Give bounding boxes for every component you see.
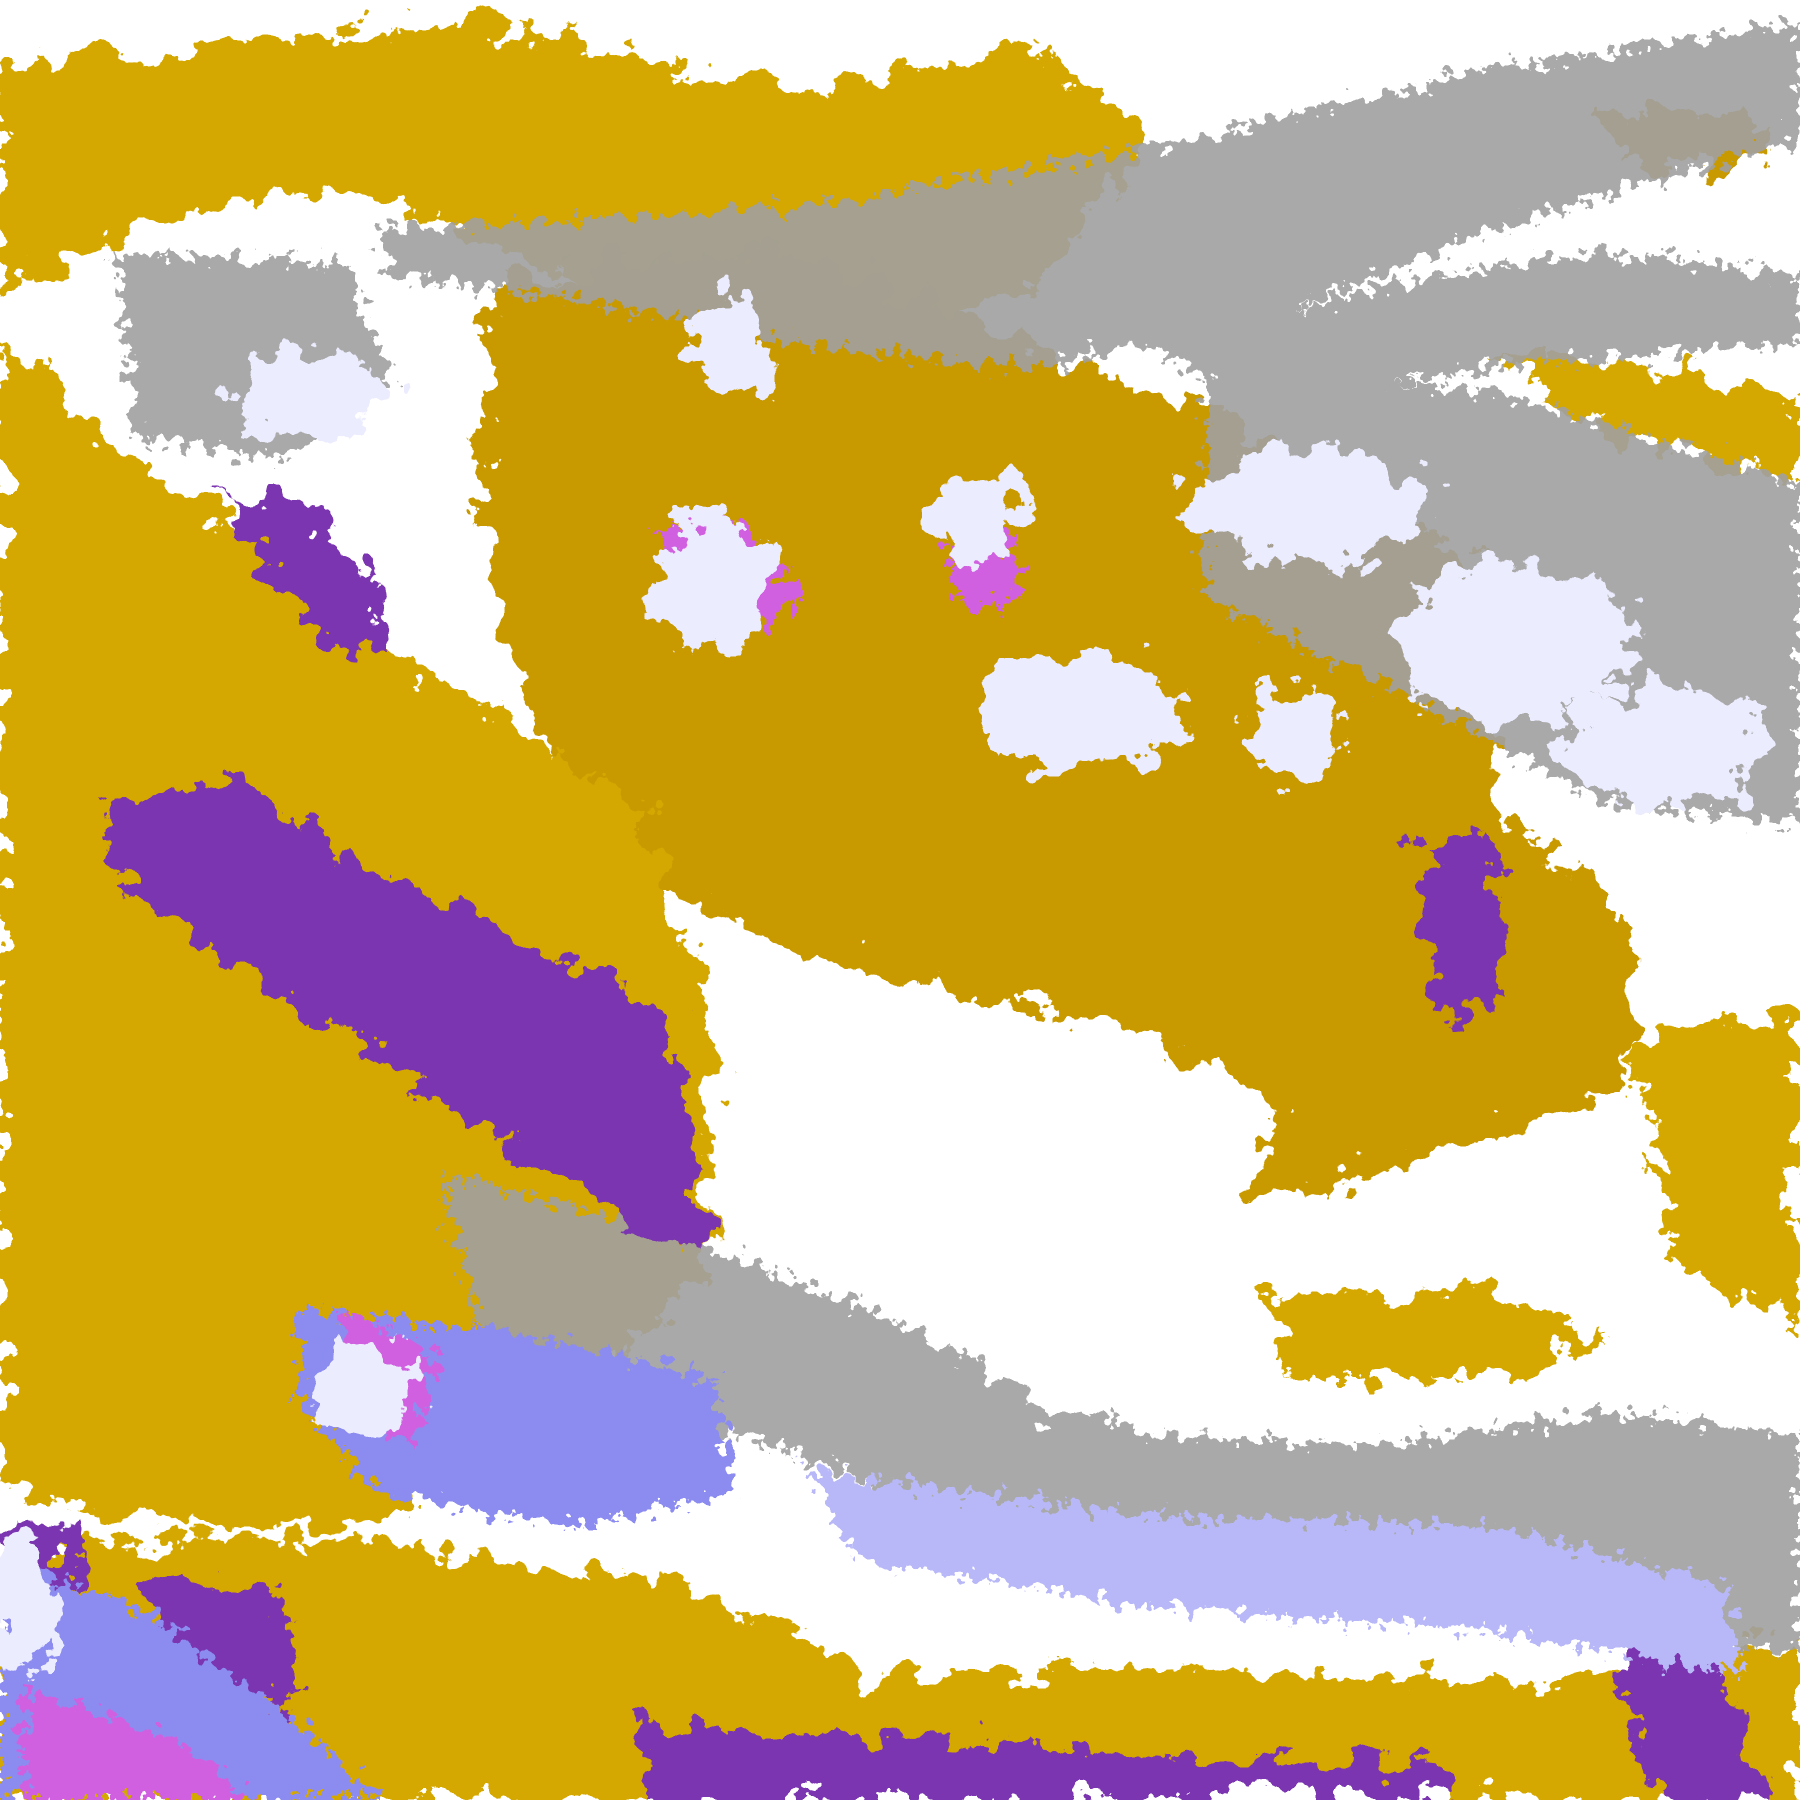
cold-tops [0,292,1768,1676]
clear-area [872,1010,1275,1412]
lavender-blob [1389,562,1642,724]
purple-region [218,493,379,655]
periwinkle-region [803,1469,1745,1677]
purple-region [103,780,712,1252]
purple-region [1423,826,1504,1011]
magenta-region [22,1687,253,1800]
gray-band [378,22,1800,368]
gold-region [1492,344,1800,483]
gold-region [1262,1285,1608,1378]
lavender-blob [309,1343,425,1435]
lavender-blob [975,654,1183,770]
gold-region [0,1538,1800,1800]
lavender-blob [1182,447,1435,563]
lavender-blob [1251,688,1344,781]
gray-band [1147,252,1800,414]
lavender-blob [229,350,391,442]
lavender-blob [0,1538,58,1676]
purple-region [642,1721,1447,1800]
lavender-blob [648,516,775,655]
lavender-blob [929,470,1022,563]
lavender-blob [683,292,775,397]
lavender-blob [1561,688,1768,804]
gold-region [1630,1010,1800,1321]
